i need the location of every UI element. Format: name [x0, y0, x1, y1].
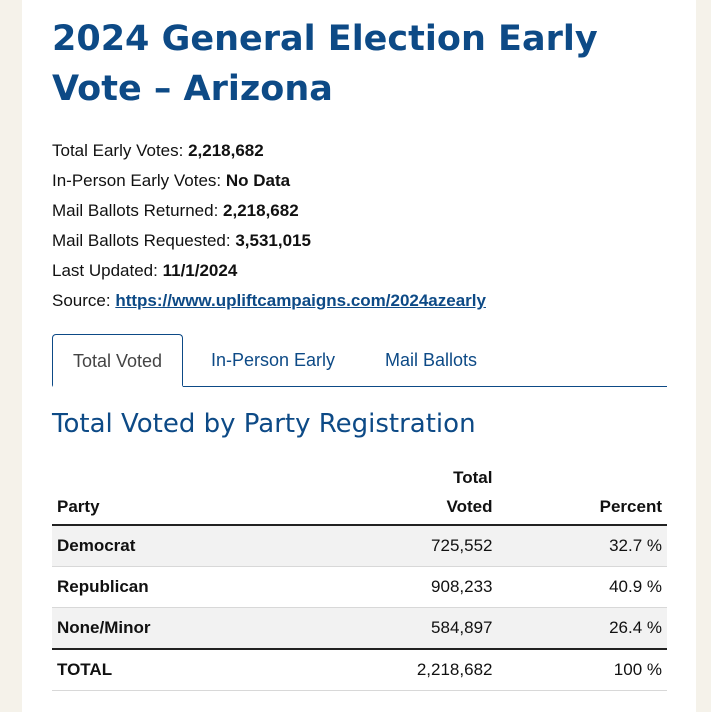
header-voted-line2: Voted: [322, 490, 498, 526]
summary-source: Source: https://www.upliftcampaigns.com/…: [52, 286, 486, 316]
percent-cell: 40.9 %: [497, 566, 667, 608]
summary-total-early-votes: Total Early Votes: 2,218,682: [52, 136, 486, 166]
total-early-votes-label: Total Early Votes:: [52, 141, 184, 160]
page-title: 2024 General Election Early Vote – Arizo…: [52, 19, 598, 109]
table-total-row: TOTAL 2,218,682 100 %: [52, 648, 667, 691]
tab-total-voted[interactable]: Total Voted: [52, 334, 184, 387]
last-updated-value: 11/1/2024: [162, 261, 238, 280]
tab-bar: Total Voted In-Person Early Mail Ballots: [52, 334, 667, 387]
header-percent: Percent: [497, 490, 667, 526]
total-label-cell: TOTAL: [52, 648, 323, 691]
total-percent-cell: 100 %: [497, 648, 667, 691]
tab-mail-ballots[interactable]: Mail Ballots: [385, 350, 478, 370]
mail-returned-label: Mail Ballots Returned:: [52, 201, 219, 220]
table-row: None/Minor 584,897 26.4 %: [52, 607, 667, 650]
party-cell: None/Minor: [52, 607, 323, 650]
summary-in-person: In-Person Early Votes: No Data: [52, 166, 486, 196]
table-row: Democrat 725,552 32.7 %: [52, 525, 667, 567]
header-party: Party: [52, 490, 323, 526]
summary-mail-requested: Mail Ballots Requested: 3,531,015: [52, 226, 486, 256]
percent-cell: 32.7 %: [497, 525, 667, 567]
section-title: Total Voted by Party Registration: [52, 409, 476, 439]
source-label: Source:: [52, 291, 111, 310]
mail-requested-value: 3,531,015: [235, 231, 311, 250]
mail-requested-label: Mail Ballots Requested:: [52, 231, 231, 250]
mail-returned-value: 2,218,682: [223, 201, 299, 220]
summary-block: Total Early Votes: 2,218,682 In-Person E…: [52, 136, 486, 316]
voted-cell: 908,233: [322, 566, 498, 608]
voted-cell: 584,897: [322, 607, 498, 650]
table-row: Republican 908,233 40.9 %: [52, 566, 667, 608]
source-link[interactable]: https://www.upliftcampaigns.com/2024azea…: [115, 291, 486, 310]
party-cell: Democrat: [52, 525, 323, 567]
in-person-label: In-Person Early Votes:: [52, 171, 222, 190]
party-cell: Republican: [52, 566, 323, 608]
total-voted-cell: 2,218,682: [322, 648, 498, 691]
summary-mail-returned: Mail Ballots Returned: 2,218,682: [52, 196, 486, 226]
total-early-votes-value: 2,218,682: [188, 141, 264, 160]
summary-last-updated: Last Updated: 11/1/2024: [52, 256, 486, 286]
tab-in-person-early[interactable]: In-Person Early: [211, 350, 336, 370]
header-total-line1: Total: [453, 468, 493, 487]
content-card: 2024 General Election Early Vote – Arizo…: [22, 0, 696, 712]
percent-cell: 26.4 %: [497, 607, 667, 650]
voted-cell: 725,552: [322, 525, 498, 567]
last-updated-label: Last Updated:: [52, 261, 158, 280]
party-registration-table: Total Party Voted Percent Democrat 725,5…: [52, 458, 667, 691]
in-person-value: No Data: [225, 171, 291, 190]
